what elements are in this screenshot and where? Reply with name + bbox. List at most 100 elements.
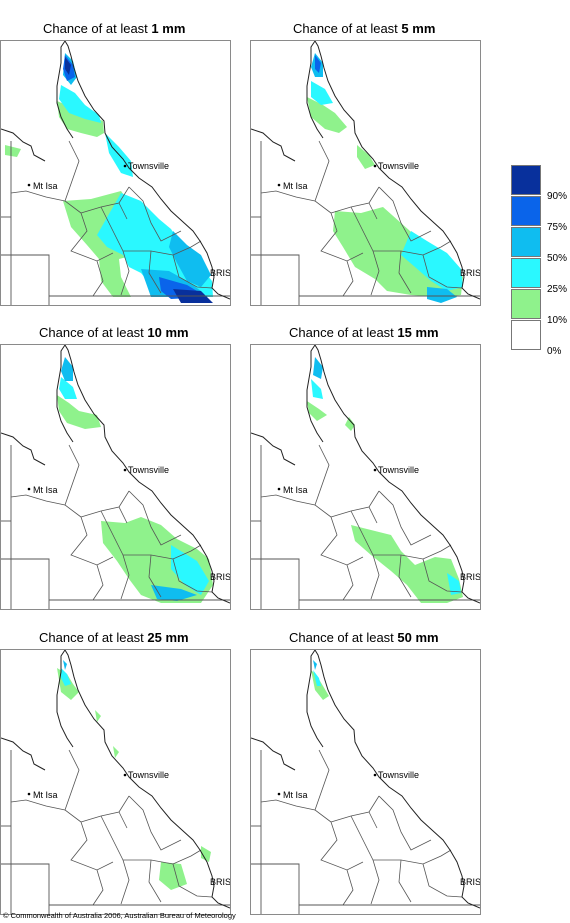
region-border bbox=[320, 212, 364, 262]
probability-region bbox=[171, 545, 209, 595]
mt-isa-marker bbox=[27, 792, 31, 796]
mt-isa-label: Mt Isa bbox=[33, 790, 58, 800]
mt-isa-marker bbox=[277, 487, 281, 491]
region-border bbox=[368, 506, 378, 524]
queensland-map: Townsville Mt Isa BRIS bbox=[1, 345, 230, 609]
region-border bbox=[128, 795, 182, 851]
brisbane-label: BRIS bbox=[210, 268, 230, 278]
region-border bbox=[118, 506, 128, 524]
region-border bbox=[368, 811, 378, 829]
legend-label-10: 10% bbox=[547, 315, 568, 326]
region-border bbox=[70, 516, 114, 566]
probability-region bbox=[159, 862, 187, 890]
probability-region bbox=[5, 145, 21, 157]
region-border bbox=[148, 250, 162, 294]
townsville-marker bbox=[123, 164, 127, 168]
probability-region bbox=[113, 746, 119, 758]
region-border bbox=[70, 212, 114, 262]
townsville-label: Townsville bbox=[378, 770, 419, 780]
region-border bbox=[10, 190, 66, 202]
legend-swatch-50 bbox=[511, 227, 541, 257]
panel-title-50mm: Chance of at least 50 mm bbox=[289, 630, 439, 645]
probability-region bbox=[169, 231, 211, 287]
brisbane-label: BRIS bbox=[460, 572, 480, 582]
region-border bbox=[398, 250, 412, 294]
brisbane-label: BRIS bbox=[210, 572, 230, 582]
mt-isa-marker bbox=[277, 183, 281, 187]
gulf-coastline bbox=[251, 432, 296, 466]
map-panel-5mm: Townsville Mt Isa BRIS bbox=[250, 40, 481, 306]
townsville-label: Townsville bbox=[128, 770, 169, 780]
region-border bbox=[10, 494, 66, 506]
region-border bbox=[128, 186, 182, 242]
brisbane-label: BRIS bbox=[210, 877, 230, 887]
region-border bbox=[172, 863, 213, 898]
queensland-map: Townsville Mt Isa BRIS bbox=[251, 650, 480, 914]
gulf-coastline bbox=[1, 737, 46, 771]
mt-isa-label: Mt Isa bbox=[33, 485, 58, 495]
region-border bbox=[378, 795, 432, 851]
townsville-marker bbox=[373, 773, 377, 777]
legend-swatch-25 bbox=[511, 258, 541, 288]
state-border bbox=[1, 558, 50, 609]
probability-region bbox=[447, 573, 461, 595]
region-border bbox=[342, 564, 354, 601]
probability-region bbox=[201, 846, 211, 862]
panel-title-10mm: Chance of at least 10 mm bbox=[39, 325, 189, 340]
legend-label-90: 90% bbox=[547, 191, 568, 202]
probability-region bbox=[313, 660, 317, 670]
region-border bbox=[422, 863, 463, 898]
mt-isa-marker bbox=[27, 487, 31, 491]
region-border bbox=[260, 799, 316, 811]
region-border bbox=[342, 260, 354, 297]
region-border bbox=[118, 811, 128, 829]
panel-title-25mm: Chance of at least 25 mm bbox=[39, 630, 189, 645]
region-border bbox=[64, 140, 82, 214]
region-border bbox=[80, 795, 130, 823]
region-border bbox=[92, 260, 104, 297]
probability-region bbox=[313, 357, 323, 379]
legend-swatch-75 bbox=[511, 196, 541, 226]
region-border bbox=[378, 186, 432, 242]
map-panel-10mm: Townsville Mt Isa BRIS bbox=[0, 344, 231, 610]
region-border bbox=[64, 444, 82, 518]
probability-region bbox=[311, 81, 333, 105]
probability-region bbox=[345, 417, 355, 431]
mt-isa-label: Mt Isa bbox=[283, 485, 308, 495]
region-border bbox=[330, 795, 380, 823]
region-border bbox=[398, 554, 412, 598]
probability-region bbox=[95, 710, 101, 722]
townsville-marker bbox=[373, 468, 377, 472]
townsville-marker bbox=[123, 468, 127, 472]
region-border bbox=[10, 799, 66, 811]
region-border bbox=[398, 859, 412, 903]
probability-region bbox=[307, 401, 327, 421]
panel-title-5mm: Chance of at least 5 mm bbox=[293, 21, 436, 36]
townsville-label: Townsville bbox=[128, 465, 169, 475]
coastline bbox=[306, 650, 480, 909]
map-panel-15mm: Townsville Mt Isa BRIS bbox=[250, 344, 481, 610]
legend-label-75: 75% bbox=[547, 222, 568, 233]
region-border bbox=[123, 849, 202, 865]
probability-region bbox=[315, 55, 321, 73]
legend-swatch-10 bbox=[511, 289, 541, 319]
legend-label-50: 50% bbox=[547, 253, 568, 264]
probability-region bbox=[61, 357, 73, 381]
gulf-coastline bbox=[1, 432, 46, 466]
copyright-footer: © Commonwealth of Australia 2006, Austra… bbox=[3, 911, 236, 920]
region-border bbox=[422, 558, 463, 593]
queensland-map: Townsville Mt Isa BRIS bbox=[1, 41, 230, 305]
region-border bbox=[368, 202, 378, 220]
probability-region bbox=[307, 97, 347, 133]
coastline bbox=[56, 345, 230, 604]
state-border bbox=[251, 254, 300, 305]
region-border bbox=[330, 490, 380, 518]
region-border bbox=[92, 869, 104, 906]
map-panel-1mm: Townsville Mt Isa BRIS bbox=[0, 40, 231, 306]
region-border bbox=[92, 564, 104, 601]
mt-isa-label: Mt Isa bbox=[283, 790, 308, 800]
region-border bbox=[148, 554, 162, 598]
probability-region bbox=[357, 145, 375, 169]
region-border bbox=[172, 254, 213, 289]
legend-swatch-0 bbox=[511, 320, 541, 350]
